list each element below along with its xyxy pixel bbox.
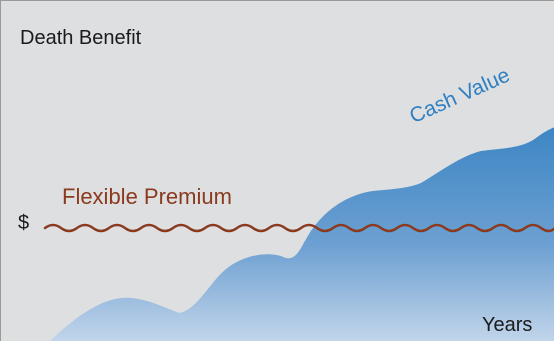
cash-value-area	[50, 127, 554, 341]
years-label: Years	[482, 314, 533, 336]
flexible-premium-label: Flexible Premium	[62, 184, 232, 209]
flexible-premium-line	[43, 223, 554, 233]
currency-label: $	[18, 212, 30, 234]
death-benefit-label: Death Benefit	[20, 27, 142, 49]
